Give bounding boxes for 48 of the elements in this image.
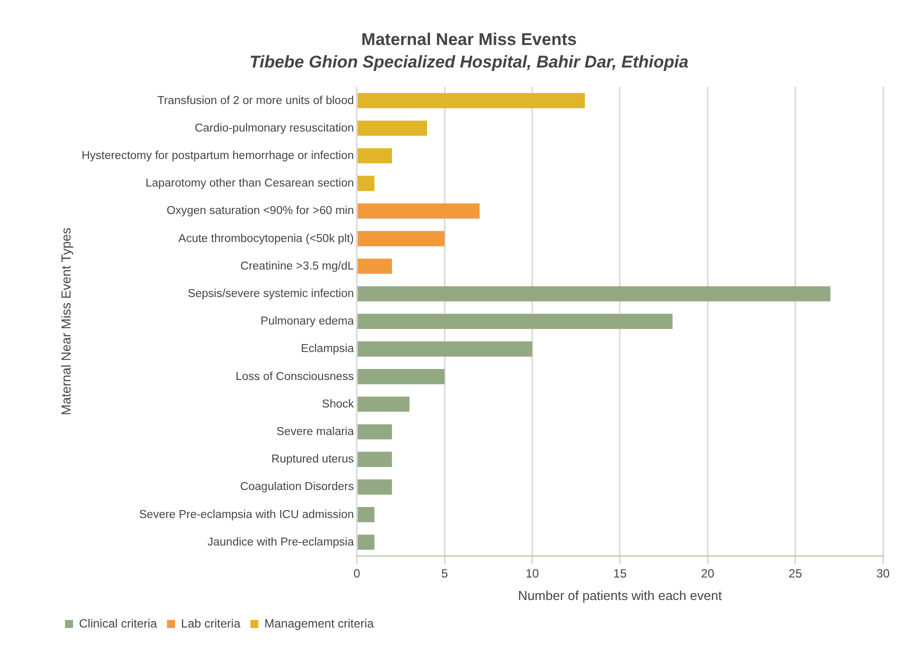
y-tick-label: Acute thrombocytopenia (<50k plt) — [178, 232, 354, 245]
x-axis-title: Number of patients with each event — [518, 588, 722, 603]
y-tick-label: Severe malaria — [276, 426, 354, 438]
bar — [358, 341, 532, 357]
y-tick-label: Coagulation Disorders — [240, 481, 354, 494]
y-tick-label: Creatinine >3.5 mg/dL — [240, 260, 354, 272]
y-tick-label: Severe Pre-eclampsia with ICU admission — [139, 508, 354, 521]
bar — [358, 176, 374, 191]
bar — [358, 396, 410, 412]
y-tick-label: Oxygen saturation <90% for >60 min — [166, 205, 354, 218]
y-tick-label: Hysterectomy for postpartum hemorrhage or infection — [82, 150, 354, 162]
y-axis-title: Maternal Near Miss Event Types — [58, 227, 74, 416]
bar — [358, 314, 673, 329]
legend-label: Management criteria — [264, 616, 374, 630]
x-tick-label: 0 — [354, 566, 361, 581]
x-tick-label: 30 — [876, 566, 890, 581]
bar — [358, 479, 392, 495]
bar — [358, 369, 445, 384]
bar — [358, 231, 445, 246]
bar — [358, 203, 480, 219]
bar — [358, 507, 374, 522]
y-tick-label: Transfusion of 2 or more units of blood — [157, 94, 354, 107]
bar — [358, 534, 374, 550]
y-tick-label: Shock — [322, 398, 354, 410]
bar — [358, 286, 830, 302]
bar — [358, 148, 392, 164]
y-tick-label: Ruptured uterus — [271, 454, 354, 466]
x-tick-label: 15 — [613, 566, 627, 581]
x-tick-label: 25 — [788, 566, 802, 581]
legend-label: Clinical criteria — [79, 616, 158, 630]
y-tick-label: Loss of Consciousness — [236, 370, 354, 383]
legend-label: Lab criteria — [181, 616, 241, 630]
bar — [358, 120, 428, 136]
y-tick-label: Pulmonary edema — [260, 316, 354, 328]
x-tick-label: 10 — [526, 566, 540, 581]
y-tick-label: Laparotomy other than Cesarean section — [145, 178, 354, 190]
y-tick-label: Eclampsia — [300, 343, 354, 356]
bar — [358, 452, 392, 467]
bar — [358, 93, 585, 108]
y-tick-label: Cardio-pulmonary resuscitation — [194, 122, 354, 134]
y-tick-label: Jaundice with Pre-eclampsia — [208, 536, 354, 548]
x-tick-label: 20 — [700, 566, 715, 581]
bar — [358, 258, 392, 274]
chart-subtitle: Tibebe Ghion Specialized Hospital, Bahir Dar, Ethiopia — [250, 52, 688, 72]
x-tick-label: 5 — [441, 566, 448, 581]
bar — [358, 424, 392, 440]
y-tick-label: Sepsis/severe systemic infection — [188, 288, 354, 300]
chart-title: Maternal Near Miss Events — [361, 30, 577, 49]
